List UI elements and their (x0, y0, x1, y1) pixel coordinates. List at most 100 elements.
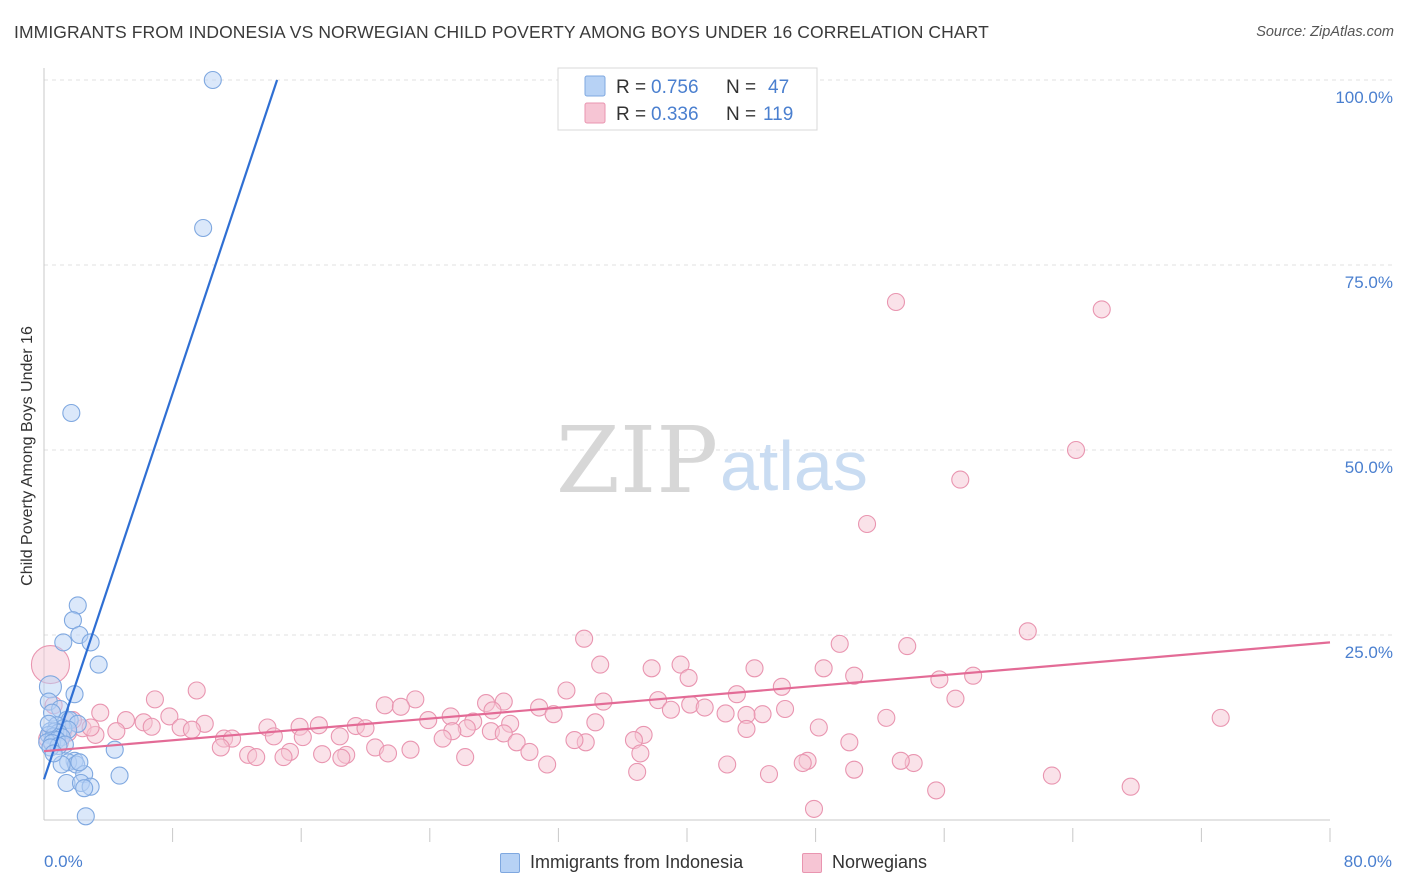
norwegians-point (160, 707, 179, 726)
norwegians-point (695, 698, 714, 717)
norwegians-point (857, 514, 877, 534)
norwegians-point (309, 716, 328, 735)
indonesia-point (70, 753, 89, 772)
legend-norwegians-label: Norwegians (832, 852, 928, 872)
indonesia-point (203, 70, 222, 90)
norwegians-point (809, 718, 828, 737)
norwegians-point (378, 744, 398, 763)
norwegians-point (642, 659, 661, 678)
norwegians-point (182, 720, 201, 739)
norwegians-point (401, 740, 420, 759)
norwegians-point (793, 753, 812, 773)
indonesia-point (54, 633, 73, 652)
legend-blue-r-label: R = (616, 77, 646, 98)
norwegians-point (142, 717, 161, 736)
norwegians-point (679, 668, 698, 687)
legend-pink-swatch (584, 102, 606, 124)
norwegians-point (1066, 440, 1086, 460)
norwegians-point (391, 697, 410, 716)
chart-title: IMMIGRANTS FROM INDONESIA VS NORWEGIAN C… (14, 22, 989, 42)
norwegians-point (745, 659, 764, 678)
norwegians-point (1211, 708, 1230, 727)
norwegians-point (891, 751, 910, 770)
norwegians-point (661, 700, 680, 719)
legend-norwegians-swatch (802, 852, 822, 873)
norwegians-point (507, 733, 526, 752)
norwegians-point (211, 738, 230, 757)
norwegians-point (544, 705, 563, 724)
norwegians-point (187, 681, 206, 700)
legend-item-norwegians[interactable]: Norwegians (802, 852, 927, 873)
norwegians-point (330, 727, 349, 746)
norwegians-point (107, 722, 126, 741)
norwegians-point (845, 666, 864, 685)
watermark-atlas: atlas (720, 427, 868, 505)
indonesia-point (89, 655, 108, 674)
norwegians-point (951, 470, 970, 489)
gridlines (44, 79, 1392, 636)
legend-pink-n-value: 119 (763, 104, 793, 125)
indonesia-point (194, 218, 213, 238)
norwegians-point (727, 685, 746, 704)
norwegians-point (1121, 777, 1140, 796)
indonesia-trend-line (42, 79, 279, 780)
legend-blue-n-value: 47 (768, 77, 789, 98)
legend-blue-swatch (584, 75, 606, 97)
norwegians-point (753, 705, 772, 724)
indonesia-point (75, 779, 94, 798)
legend-blue-n-label: N = (726, 77, 756, 98)
y-tick-label: 75.0% (1345, 273, 1393, 292)
norwegians-point (586, 713, 605, 732)
norwegians-point (759, 765, 779, 784)
norwegians-point (718, 755, 737, 774)
indonesia-point (39, 714, 58, 733)
norwegians-point (830, 634, 849, 653)
norwegians-point (274, 748, 293, 767)
norwegians-point (247, 748, 266, 767)
legend-item-indonesia[interactable]: Immigrants from Indonesia (500, 852, 743, 873)
norwegians-point (565, 731, 584, 750)
norwegians-point (406, 690, 425, 709)
norwegians-point (930, 670, 949, 689)
norwegians-point (927, 781, 946, 800)
legend-blue-r-value: 0.756 (651, 77, 699, 98)
norwegians-point (840, 733, 859, 752)
norwegians-point (483, 701, 502, 720)
norwegians-point (456, 748, 475, 767)
y-tick-labels: 25.0% 50.0% 75.0% 100.0% (1335, 88, 1393, 662)
y-tick-label: 100.0% (1335, 88, 1393, 107)
legend-indonesia-swatch (500, 852, 520, 873)
norwegians-point (520, 742, 539, 761)
norwegians-point (557, 681, 576, 700)
norwegians-point (356, 719, 375, 738)
y-tick-label: 25.0% (1345, 643, 1393, 662)
norwegians-point (91, 703, 110, 722)
norwegians-point (964, 666, 983, 685)
norwegians-point (594, 692, 613, 711)
norwegians-point (877, 708, 896, 727)
norwegians-point (1092, 300, 1111, 319)
watermark-zip: ZIP (556, 407, 718, 514)
legend-pink-r-label: R = (616, 104, 646, 125)
legend-indonesia-label: Immigrants from Indonesia (530, 852, 744, 872)
legend-pink-n-label: N = (726, 104, 756, 125)
norwegians-point (737, 719, 756, 739)
indonesia-point (62, 403, 81, 423)
norwegians-point (776, 699, 795, 719)
norwegians-point (772, 677, 791, 696)
norwegians-point (628, 762, 647, 781)
norwegians-point (898, 637, 917, 656)
trend-lines (42, 79, 1331, 780)
norwegians-trend-line (43, 641, 1331, 753)
norwegians-point (1018, 622, 1037, 641)
legend-pink-r-value: 0.336 (651, 104, 699, 125)
norwegians-point (1042, 766, 1061, 785)
norwegians-point (946, 689, 965, 708)
x-axis-min-label: 0.0% (44, 852, 83, 871)
series-legend: Immigrants from Indonesia Norwegians (0, 852, 1406, 878)
stats-legend: R = 0.756 N = 47 R = 0.336 N = 119 (557, 67, 818, 131)
norwegians-point (145, 690, 164, 709)
norwegians-point (814, 659, 833, 678)
norwegians-point (375, 696, 394, 715)
norwegians-point (433, 729, 452, 748)
